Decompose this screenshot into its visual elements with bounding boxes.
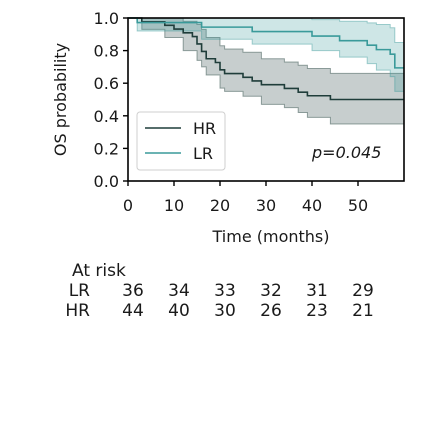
- x-tick-label: 30: [256, 196, 276, 215]
- x-axis-label: Time (months): [212, 227, 330, 246]
- risk-cell: 29: [352, 281, 374, 301]
- y-tick-label: 0.8: [94, 42, 119, 61]
- y-tick-label: 1.0: [94, 9, 119, 28]
- risk-table-title: At risk: [72, 261, 126, 281]
- y-tick-label: 0.2: [94, 139, 119, 158]
- x-tick-label: 50: [348, 196, 368, 215]
- x-tick-label: 0: [123, 196, 133, 215]
- risk-row-label-hr: HR: [65, 301, 90, 321]
- survival-curves: [128, 17, 404, 101]
- x-tick-label: 10: [164, 196, 184, 215]
- y-tick-label: 0.4: [94, 107, 119, 126]
- curve-lr: [128, 17, 404, 69]
- risk-cell: 31: [306, 281, 328, 301]
- risk-cell: 21: [352, 301, 374, 321]
- risk-cell: 36: [122, 281, 144, 301]
- legend-label-lr: LR: [193, 144, 213, 163]
- risk-cell: 33: [214, 281, 236, 301]
- x-tick-label: 20: [210, 196, 230, 215]
- legend-label-hr: HR: [193, 119, 216, 138]
- curve-hr: [128, 17, 404, 101]
- risk-row-label-lr: LR: [68, 281, 90, 301]
- y-tick-label: 0.0: [94, 172, 119, 191]
- risk-cell: 44: [122, 301, 144, 321]
- legend-box: [136, 111, 226, 171]
- risk-cell: 32: [260, 281, 282, 301]
- y-tick-label: 0.6: [94, 74, 119, 93]
- x-tick-label: 40: [302, 196, 322, 215]
- risk-cell: 30: [214, 301, 236, 321]
- p-value-annotation: p=0.045: [311, 143, 381, 162]
- legend: HR LR: [136, 111, 226, 171]
- risk-cell: 23: [306, 301, 328, 321]
- risk-cell: 26: [260, 301, 282, 321]
- risk-cell: 34: [168, 281, 190, 301]
- risk-cell: 40: [168, 301, 190, 321]
- y-axis-label: OS probability: [51, 43, 70, 156]
- confidence-bands: [128, 17, 405, 125]
- axes: 0.0 0.2 0.4 0.6 0.8 1.0 0 10 20 30 40 50: [94, 9, 369, 215]
